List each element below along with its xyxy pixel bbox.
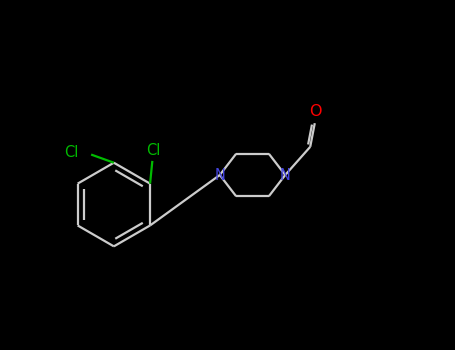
Text: N: N — [214, 168, 225, 182]
Text: Cl: Cl — [64, 145, 78, 160]
Text: Cl: Cl — [146, 144, 161, 159]
Text: N: N — [280, 168, 291, 182]
Text: O: O — [309, 104, 322, 119]
